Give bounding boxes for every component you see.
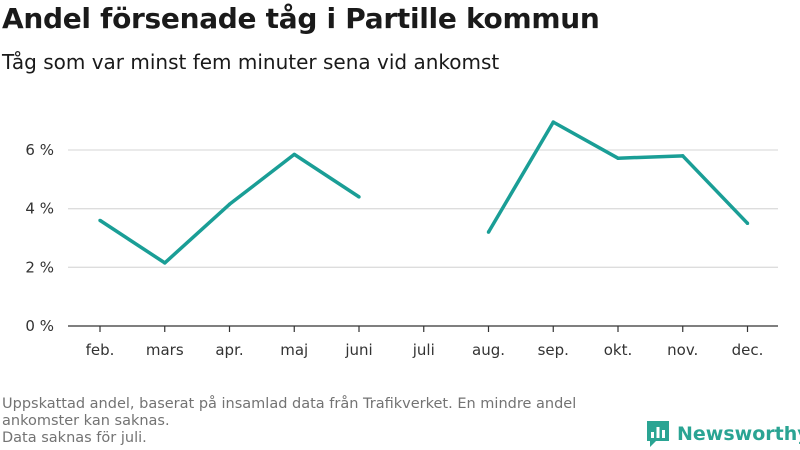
- data-point: [98, 218, 102, 223]
- x-tick-label: apr.: [215, 341, 243, 359]
- chart-title: Andel försenade tåg i Partille kommun: [2, 2, 600, 35]
- x-tick-label: juli: [412, 341, 435, 359]
- data-point: [292, 152, 296, 157]
- series-line: [486, 120, 749, 233]
- footnote-missing-data: Data saknas för juli.: [2, 430, 147, 446]
- y-tick-label: 0 %: [25, 317, 54, 335]
- x-tick-label: sep.: [538, 341, 569, 359]
- data-point: [681, 154, 685, 158]
- x-tick-label: feb.: [86, 341, 115, 359]
- data-point: [616, 156, 620, 160]
- data-point: [227, 202, 232, 206]
- data-point: [163, 261, 167, 265]
- x-tick-label: okt.: [604, 341, 633, 359]
- x-tick-label: aug.: [472, 341, 505, 359]
- y-tick-label: 2 %: [25, 258, 54, 276]
- data-point: [357, 195, 361, 199]
- data-point: [551, 120, 555, 124]
- x-tick-label: dec.: [732, 341, 764, 359]
- y-tick-label: 6 %: [25, 141, 54, 159]
- brand-logo: Newsworthy: [645, 419, 800, 449]
- x-tick-label: nov.: [667, 341, 698, 359]
- data-point: [745, 221, 750, 226]
- data-point: [486, 230, 491, 234]
- newsworthy-logo-icon: [647, 421, 669, 447]
- footnote: Uppskattad andel, baserat på insamlad da…: [2, 396, 642, 447]
- x-tick-label: juni: [344, 341, 372, 359]
- y-tick-label: 4 %: [25, 200, 54, 218]
- x-tick-label: mars: [146, 341, 184, 359]
- chart-subtitle: Tåg som var minst fem minuter sena vid a…: [2, 50, 500, 74]
- x-tick-label: maj: [280, 341, 308, 359]
- footnote-source: Uppskattad andel, baserat på insamlad da…: [2, 396, 577, 429]
- brand-name: Newsworthy: [677, 423, 800, 445]
